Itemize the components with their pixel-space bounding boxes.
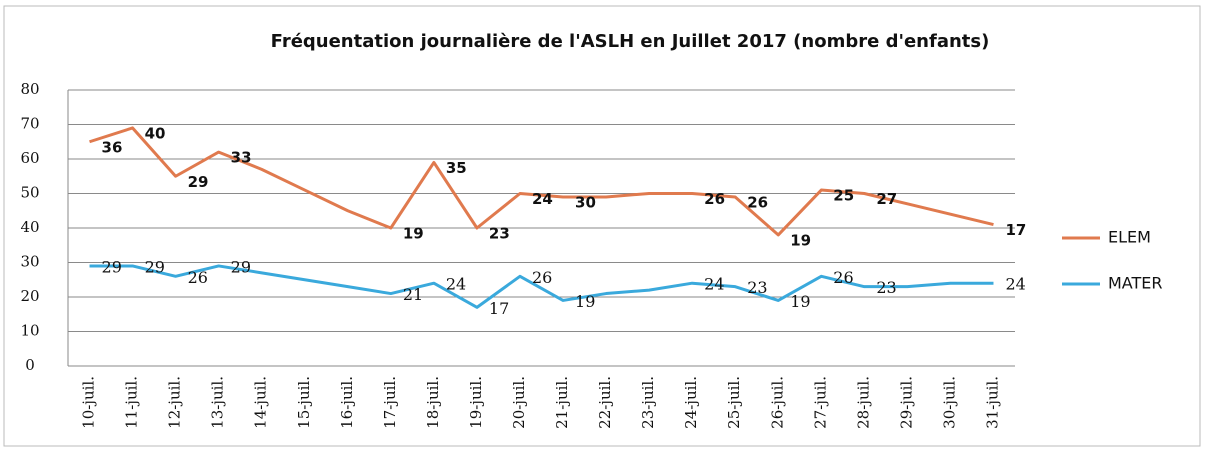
data-label: 19 <box>403 225 424 243</box>
data-label: 24 <box>1005 275 1025 294</box>
y-tick-label: 80 <box>20 80 39 98</box>
data-label: 24 <box>704 275 724 294</box>
data-label: 24 <box>446 275 466 294</box>
x-tick-label: 18-juil. <box>424 376 442 429</box>
data-label: 27 <box>876 190 897 208</box>
legend-label: MATER <box>1108 274 1163 293</box>
data-label: 26 <box>532 268 552 287</box>
data-label: 29 <box>145 257 165 276</box>
data-label: 21 <box>403 285 423 304</box>
x-tick-label: 24-juil. <box>682 376 700 429</box>
x-tick-label: 17-juil. <box>381 376 399 429</box>
x-tick-label: 12-juil. <box>166 376 184 429</box>
x-tick-label: 26-juil. <box>768 376 786 429</box>
x-tick-label: 29-juil. <box>897 376 915 429</box>
x-tick-label: 30-juil. <box>940 376 958 429</box>
y-tick-label: 0 <box>25 356 35 374</box>
x-tick-label: 13-juil. <box>209 376 227 429</box>
x-tick-label: 27-juil. <box>811 376 829 429</box>
data-label: 23 <box>489 225 510 243</box>
data-label: 26 <box>833 268 853 287</box>
legend-label: ELEM <box>1108 228 1151 247</box>
data-label: 19 <box>575 292 595 311</box>
x-tick-label: 11-juil. <box>123 376 141 429</box>
data-label: 26 <box>747 193 768 211</box>
x-tick-label: 20-juil. <box>510 376 528 429</box>
data-label: 24 <box>532 190 553 208</box>
x-tick-label: 22-juil. <box>596 376 614 429</box>
data-label: 17 <box>1005 221 1026 239</box>
y-tick-label: 40 <box>20 218 39 236</box>
series-line <box>89 264 994 309</box>
y-tick-label: 50 <box>20 184 39 202</box>
chart-title: Fréquentation journalière de l'ASLH en J… <box>271 31 990 52</box>
data-label: 36 <box>102 138 123 156</box>
data-label: 29 <box>231 257 251 276</box>
data-label: 23 <box>876 278 896 297</box>
x-tick-label: 15-juil. <box>295 376 313 429</box>
data-label: 40 <box>145 124 166 142</box>
x-tick-label: 10-juil. <box>80 376 98 429</box>
y-tick-label: 20 <box>20 287 39 305</box>
y-tick-label: 60 <box>20 149 39 167</box>
y-tick-label: 30 <box>20 253 39 271</box>
data-label: 19 <box>790 231 811 249</box>
x-tick-label: 23-juil. <box>639 376 657 429</box>
data-label: 26 <box>188 268 208 287</box>
data-label: 29 <box>188 173 209 191</box>
data-label: 19 <box>790 292 810 311</box>
chart-frame <box>3 5 1201 447</box>
x-tick-label: 31-juil. <box>983 376 1001 429</box>
x-tick-label: 21-juil. <box>553 376 571 429</box>
data-label: 17 <box>489 299 509 318</box>
data-label: 30 <box>575 193 596 211</box>
y-tick-label: 10 <box>20 322 39 340</box>
x-tick-label: 28-juil. <box>854 376 872 429</box>
y-tick-label: 70 <box>20 115 39 133</box>
data-label: 35 <box>446 159 467 177</box>
x-tick-label: 25-juil. <box>725 376 743 429</box>
data-label: 26 <box>704 190 725 208</box>
data-label: 25 <box>833 187 854 205</box>
x-tick-label: 14-juil. <box>252 376 270 429</box>
data-label: 29 <box>102 257 122 276</box>
series-line <box>89 126 994 237</box>
x-tick-label: 16-juil. <box>338 376 356 429</box>
x-tick-label: 19-juil. <box>467 376 485 429</box>
data-label: 23 <box>747 278 767 297</box>
data-label: 33 <box>231 149 252 167</box>
